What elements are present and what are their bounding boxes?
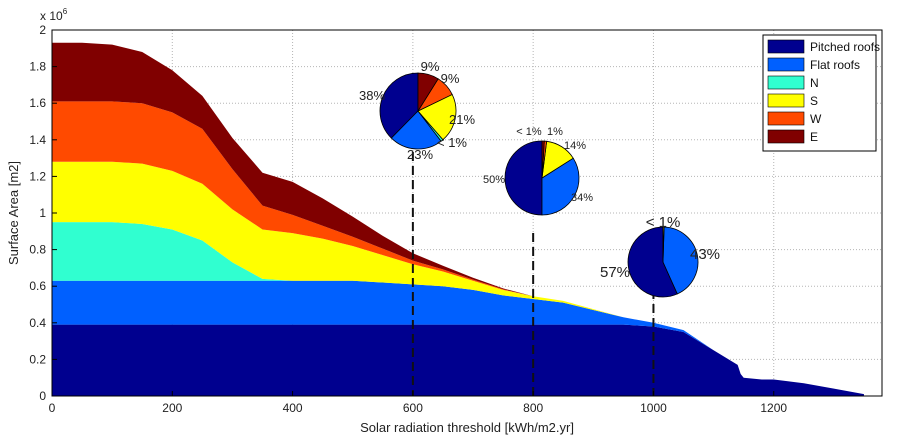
legend-entry-label: Flat roofs [810, 58, 860, 72]
pie-slice-label: 50% [483, 174, 505, 186]
y-tick-label: 0.4 [29, 316, 46, 330]
pie-slice-label: 38% [359, 88, 385, 103]
x-tick-label: 1200 [760, 401, 787, 415]
x-tick-label: 0 [49, 401, 56, 415]
pie-slice-pitched-roofs [379, 72, 419, 139]
legend-swatch [767, 39, 805, 54]
y-tick-label: 2 [39, 23, 46, 37]
pie-slice-label: < 1% [437, 135, 467, 150]
y-tick-label: 0.6 [29, 279, 46, 293]
pie-charts-group: 38% 23% < 1% 21% 9%9% 50% 34% 14%1% < 1% 57% 43% < … [359, 59, 720, 298]
axis-ticks-group: 0 200 400 600 800 1000 1200 0 0.2 0.4 0.6 0.8 1 1.2 1.… [29, 23, 787, 415]
y-tick-label: 0.8 [29, 243, 46, 257]
y-tick-label: 0 [39, 389, 46, 403]
legend-swatch [767, 111, 805, 126]
legend-entry-label: W [810, 112, 822, 126]
pie-slice-label: 34% [571, 192, 593, 204]
area-pitched-roofs [52, 324, 864, 396]
area-flat-roofs [52, 280, 864, 395]
y-exponent-power: 6 [63, 7, 68, 16]
x-tick-label: 600 [403, 401, 423, 415]
pie-slice-label: 14% [564, 140, 586, 152]
x-tick-label: 200 [162, 401, 182, 415]
pie-at-600: 38% 23% < 1% 21% 9%9% [359, 59, 475, 162]
pie-slice-flat-roofs [390, 110, 442, 150]
area-n [52, 222, 864, 395]
x-tick-label: 400 [283, 401, 303, 415]
pie-slice-label: 9% [441, 71, 460, 86]
pie-slice-pitched-roofs [504, 140, 543, 216]
y-tick-label: 0.2 [29, 352, 46, 366]
legend-swatch [767, 75, 805, 90]
x-axis-label: Solar radiation threshold [kWh/m2.yr] [360, 420, 574, 435]
y-axis-label: Surface Area [m2] [6, 161, 21, 265]
pie-at-1000: 57% 43% < 1% [600, 214, 720, 298]
y-tick-label: 1.6 [29, 96, 46, 110]
pie-slice-label: 43% [690, 246, 720, 263]
pie-slice-label: < 1% [646, 214, 681, 231]
pie-at-800: 50% 34% 14%1% < 1% [483, 126, 593, 216]
pie-slice-label: 1% [547, 126, 563, 138]
area-series-group [52, 42, 864, 396]
x-tick-label: 1000 [640, 401, 667, 415]
y-exponent-base: x 10 [40, 9, 63, 23]
pie-slice-label: 21% [449, 112, 475, 127]
pie-slice-pitched-roofs [627, 226, 678, 298]
pie-slice-s [662, 226, 665, 263]
legend-swatch [767, 93, 805, 108]
y-tick-label: 1.8 [29, 60, 46, 74]
y-tick-label: 1.4 [29, 133, 46, 147]
legend-entry-label: E [810, 130, 818, 144]
legend-entry-label: S [810, 94, 818, 108]
pie-slice-flat-roofs [662, 226, 699, 295]
y-tick-label: 1 [39, 206, 46, 220]
pie-slice-e [417, 72, 439, 113]
y-tick-label: 1.2 [29, 169, 46, 183]
legend-entry-label: N [810, 76, 819, 90]
x-tick-label: 800 [523, 401, 543, 415]
pie-slice-label: 57% [600, 264, 630, 281]
legend-swatch [767, 57, 805, 72]
legend-swatch [767, 129, 805, 144]
area-w [52, 101, 864, 395]
pie-slice-label: 23% [407, 147, 433, 162]
area-e [52, 42, 864, 395]
pie-slice-s [417, 93, 457, 141]
pie-slice-label: < 1% [516, 126, 542, 138]
area-s [52, 161, 864, 395]
threshold-lines-group [411, 152, 655, 396]
pie-slice-label: 9% [421, 59, 440, 74]
legend-entry-label: Pitched roofs [810, 40, 880, 54]
pie-slice-e [541, 140, 545, 179]
y-axis-exponent: x 106 [40, 7, 68, 23]
